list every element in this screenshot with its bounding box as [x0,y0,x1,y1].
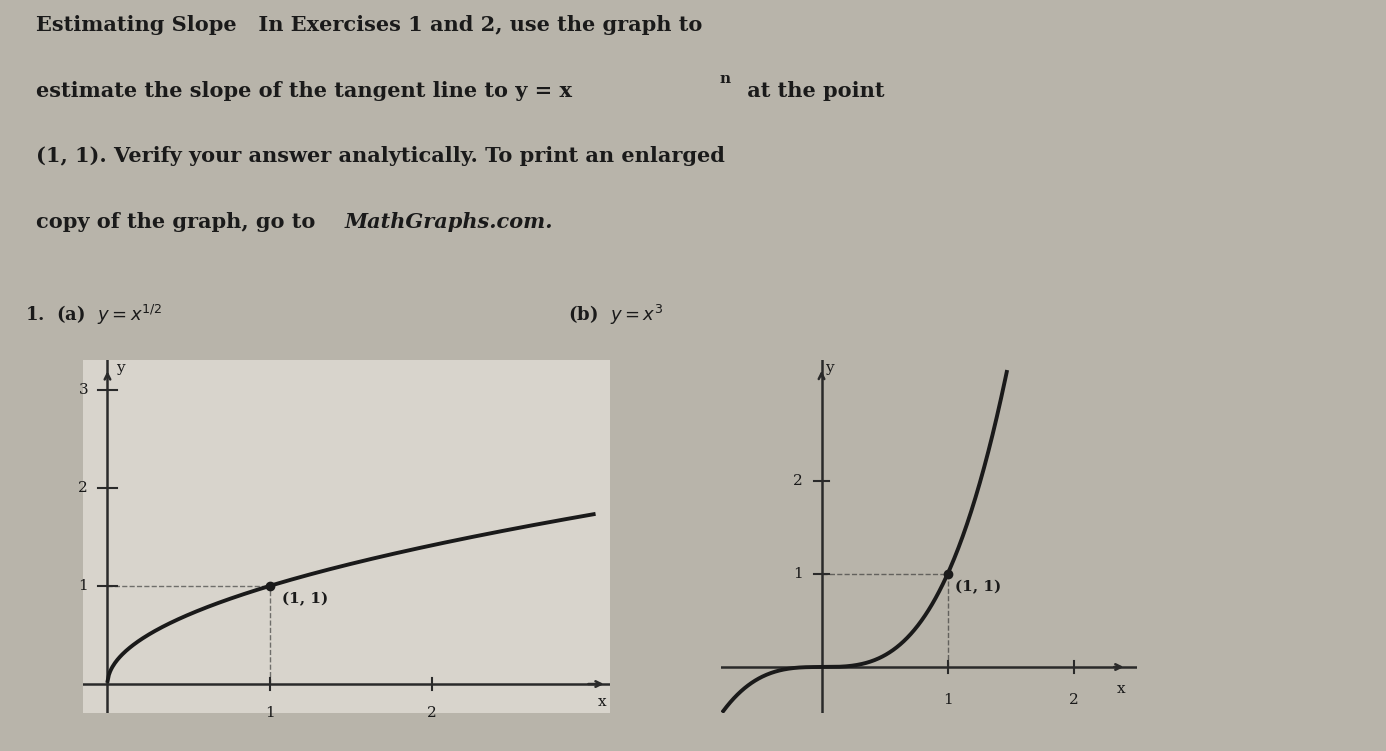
Text: 2: 2 [78,481,89,495]
Text: copy of the graph, go to: copy of the graph, go to [36,212,323,232]
Text: y: y [116,361,125,376]
Text: 1: 1 [793,567,802,581]
Text: y: y [825,360,833,375]
Text: (1, 1). Verify your answer analytically. To print an enlarged: (1, 1). Verify your answer analytically.… [36,146,725,166]
Text: MathGraphs.com.: MathGraphs.com. [344,212,553,232]
Text: 3: 3 [79,383,89,397]
Text: x: x [1117,682,1125,696]
Text: at the point: at the point [740,80,884,101]
Text: (1, 1): (1, 1) [955,580,1001,594]
Text: 1.  (a)  $y = x^{1/2}$: 1. (a) $y = x^{1/2}$ [25,303,162,327]
Text: 2: 2 [793,474,802,488]
Text: 2: 2 [427,706,437,719]
Text: 1: 1 [78,579,89,593]
Text: x: x [597,695,606,709]
Text: 1: 1 [265,706,274,719]
Text: (1, 1): (1, 1) [283,593,328,607]
Text: (b)  $y = x^3$: (b) $y = x^3$ [568,303,664,327]
Text: 2: 2 [1069,693,1078,707]
Text: Estimating Slope   In Exercises 1 and 2, use the graph to: Estimating Slope In Exercises 1 and 2, u… [36,15,703,35]
Text: 1: 1 [942,693,952,707]
Text: estimate the slope of the tangent line to y = x: estimate the slope of the tangent line t… [36,80,572,101]
Text: n: n [719,72,730,86]
